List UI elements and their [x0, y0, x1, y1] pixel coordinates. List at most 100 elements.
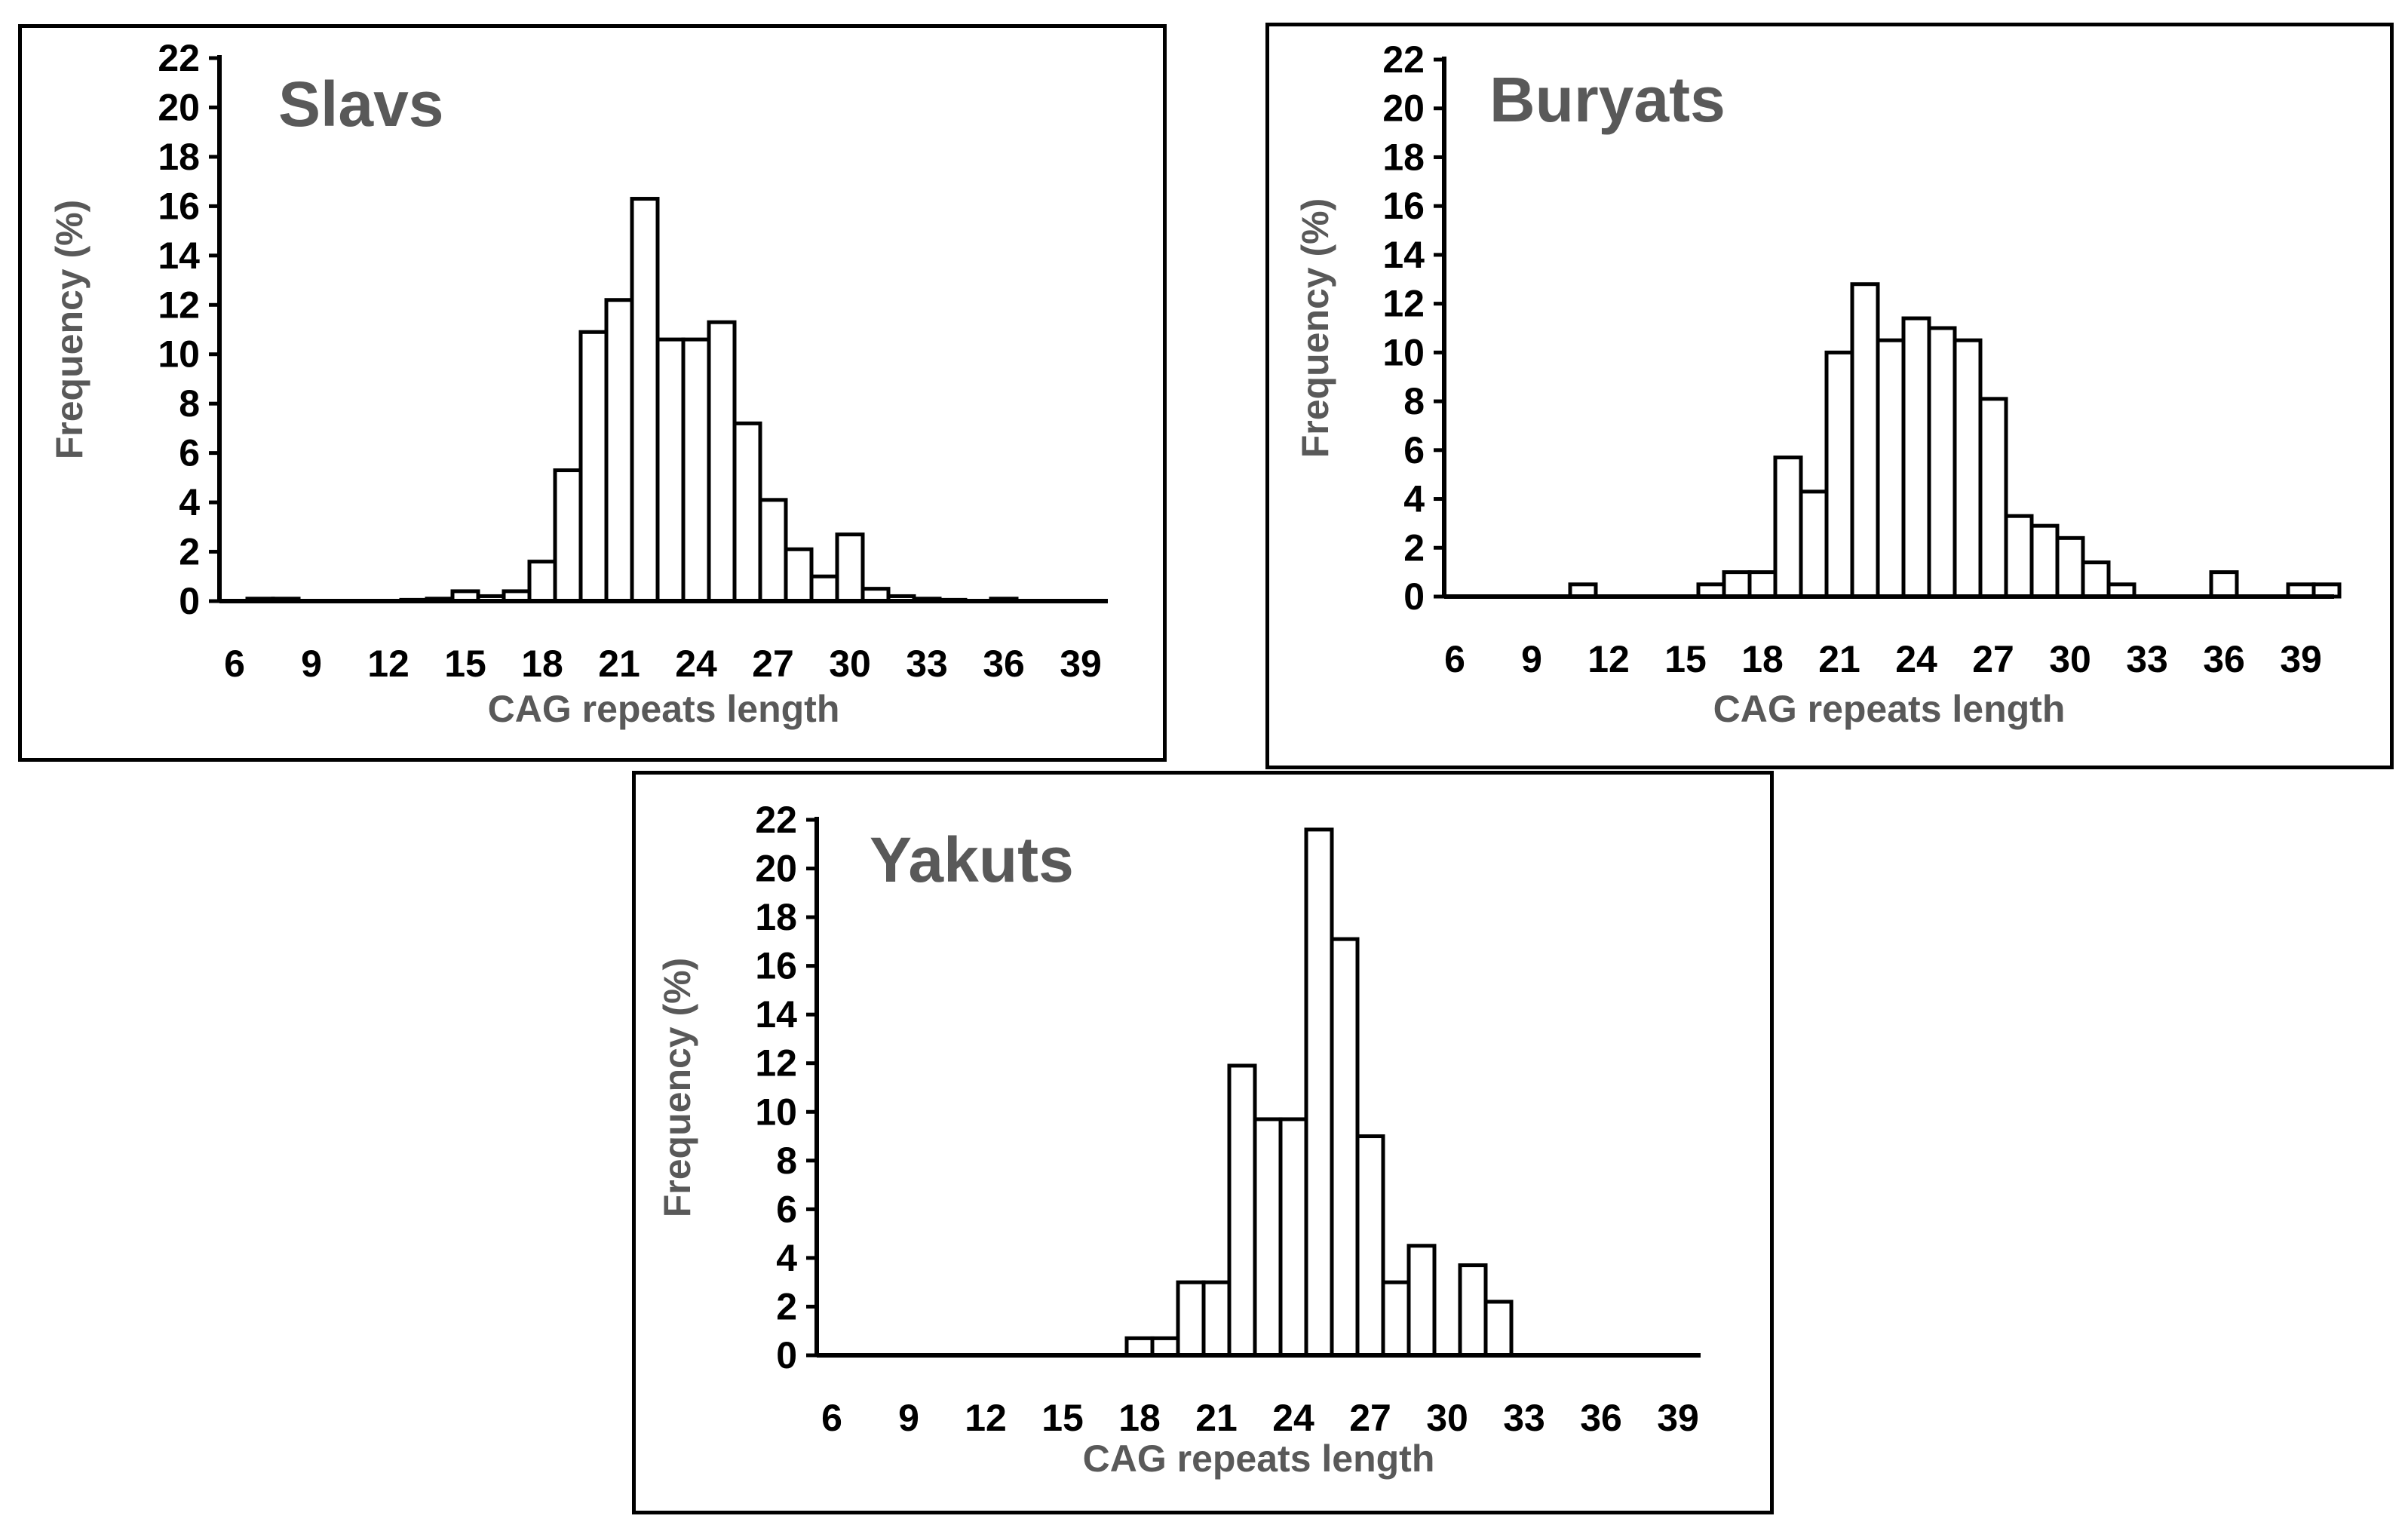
- x-tick-label-yakuts-33: 33: [1503, 1397, 1545, 1439]
- bar-yakuts-29: [1406, 1244, 1437, 1358]
- y-tick-label-yakuts-0: 0: [776, 1334, 797, 1376]
- y-tick-label-slavs-8: 8: [179, 382, 200, 425]
- bar-yakuts-18: [1124, 1336, 1155, 1358]
- bar-slavs-26: [732, 421, 762, 603]
- chart-title-yakuts: Yakuts: [870, 824, 1074, 895]
- bar-buryats-22: [1850, 282, 1880, 599]
- x-tick-label-buryats-21: 21: [1818, 638, 1860, 680]
- bar-buryats-29: [2029, 523, 2060, 599]
- y-tick-label-buryats-18: 18: [1382, 136, 1425, 178]
- y-tick-label-yakuts-6: 6: [776, 1188, 797, 1230]
- y-tick-label-slavs-18: 18: [158, 136, 200, 178]
- bar-yakuts-20: [1176, 1280, 1206, 1358]
- bar-buryats-27: [1978, 397, 2008, 599]
- x-tick-label-buryats-30: 30: [2049, 638, 2091, 680]
- bar-yakuts-22: [1227, 1063, 1257, 1358]
- x-tick-label-slavs-30: 30: [829, 643, 871, 685]
- bar-slavs-20: [578, 330, 609, 603]
- bar-buryats-23: [1876, 338, 1906, 599]
- chart-panel-yakuts: Yakuts 0 2 4 6 8 10 12 14 16 18 20 22 6 9 12 15 18 21 24 27 3…: [632, 771, 1774, 1514]
- y-tick-label-buryats-22: 22: [1382, 38, 1425, 81]
- bar-slavs-23: [655, 337, 686, 603]
- x-axis-label-yakuts: CAG repeats length: [1083, 1438, 1435, 1480]
- bar-buryats-18: [1747, 570, 1778, 599]
- bar-yakuts-23: [1253, 1117, 1283, 1358]
- bar-slavs-29: [809, 574, 839, 603]
- bar-yakuts-27: [1355, 1134, 1385, 1358]
- bar-slavs-22: [630, 197, 660, 603]
- y-axis-label-slavs: Frequency (%): [48, 200, 90, 460]
- y-tick-label-slavs-2: 2: [179, 531, 200, 573]
- bar-slavs-24: [681, 337, 711, 603]
- bar-buryats-24: [1901, 316, 1931, 599]
- y-tick-label-slavs-16: 16: [158, 185, 200, 227]
- bar-yakuts-32: [1483, 1299, 1514, 1358]
- x-tick-label-buryats-36: 36: [2203, 638, 2245, 680]
- chart-panel-slavs: Slavs 0 2 4 6 8 10 12 14 16 18 20 22 6 9 12 15 18 21 24 27 30…: [18, 24, 1167, 762]
- y-tick-label-slavs-20: 20: [158, 86, 200, 128]
- bar-buryats-19: [1773, 456, 1803, 599]
- y-tick-label-buryats-12: 12: [1382, 283, 1425, 325]
- x-tick-label-buryats-12: 12: [1587, 638, 1630, 680]
- y-tick-label-yakuts-4: 4: [776, 1237, 797, 1279]
- x-tick-label-yakuts-30: 30: [1426, 1397, 1468, 1439]
- y-tick-label-slavs-12: 12: [158, 284, 200, 326]
- x-tick-label-buryats-33: 33: [2126, 638, 2168, 680]
- y-tick-label-slavs-6: 6: [179, 432, 200, 474]
- y-tick-label-slavs-22: 22: [158, 37, 200, 79]
- x-tick-label-slavs-36: 36: [983, 643, 1025, 685]
- y-tick-label-yakuts-12: 12: [755, 1042, 797, 1085]
- bar-buryats-26: [1952, 338, 1983, 599]
- bar-yakuts-24: [1278, 1117, 1308, 1358]
- bar-yakuts-25: [1304, 827, 1334, 1358]
- y-tick-label-buryats-2: 2: [1403, 526, 1425, 569]
- x-tick-label-buryats-27: 27: [1972, 638, 2014, 680]
- x-tick-label-slavs-15: 15: [444, 643, 486, 685]
- y-tick-label-buryats-6: 6: [1403, 429, 1425, 471]
- x-tick-label-slavs-33: 33: [906, 643, 948, 685]
- bar-buryats-25: [1927, 326, 1957, 599]
- bar-yakuts-28: [1381, 1280, 1411, 1358]
- y-tick-label-yakuts-18: 18: [755, 896, 797, 938]
- bar-slavs-21: [604, 298, 634, 603]
- x-tick-label-yakuts-39: 39: [1657, 1397, 1699, 1439]
- x-axis-label-slavs: CAG repeats length: [488, 688, 840, 730]
- bar-slavs-19: [553, 468, 583, 603]
- bar-buryats-30: [2055, 535, 2085, 599]
- x-tick-label-yakuts-15: 15: [1041, 1397, 1084, 1439]
- x-tick-label-buryats-39: 39: [2280, 638, 2322, 680]
- bar-buryats-31: [2081, 560, 2111, 599]
- chart-title-slavs: Slavs: [278, 69, 444, 140]
- x-tick-label-slavs-39: 39: [1060, 643, 1102, 685]
- x-tick-label-yakuts-6: 6: [821, 1397, 842, 1439]
- x-tick-label-yakuts-18: 18: [1118, 1397, 1161, 1439]
- x-tick-label-yakuts-24: 24: [1272, 1397, 1314, 1439]
- bar-buryats-28: [2004, 514, 2034, 599]
- x-axis-label-buryats: CAG repeats length: [1713, 688, 2066, 730]
- bar-slavs-25: [707, 320, 737, 603]
- y-tick-label-yakuts-14: 14: [755, 993, 797, 1036]
- bar-slavs-27: [758, 498, 788, 603]
- x-tick-label-buryats-24: 24: [1895, 638, 1937, 680]
- x-tick-label-yakuts-21: 21: [1195, 1397, 1238, 1439]
- bar-buryats-36: [2209, 570, 2239, 599]
- chart-panel-buryats: Buryats 0 2 4 6 8 10 12 14 16 18 20 22 6 9 12 15 18 21 24 27…: [1265, 23, 2394, 769]
- bar-slavs-30: [835, 532, 865, 603]
- y-tick-label-yakuts-22: 22: [755, 799, 797, 841]
- bar-buryats-17: [1722, 570, 1752, 599]
- x-tick-label-slavs-24: 24: [675, 643, 717, 685]
- y-axis-label-buryats: Frequency (%): [1294, 198, 1336, 459]
- y-axis-label-yakuts: Frequency (%): [656, 958, 698, 1218]
- bar-slavs-28: [784, 547, 814, 603]
- x-tick-label-yakuts-36: 36: [1580, 1397, 1622, 1439]
- y-tick-label-slavs-10: 10: [158, 333, 200, 376]
- x-tick-label-buryats-18: 18: [1741, 638, 1784, 680]
- y-tick-label-slavs-4: 4: [179, 481, 200, 523]
- x-tick-label-yakuts-27: 27: [1349, 1397, 1391, 1439]
- bar-yakuts-21: [1201, 1280, 1232, 1358]
- y-tick-label-yakuts-2: 2: [776, 1285, 797, 1327]
- y-tick-label-yakuts-16: 16: [755, 945, 797, 987]
- x-tick-label-slavs-21: 21: [598, 643, 640, 685]
